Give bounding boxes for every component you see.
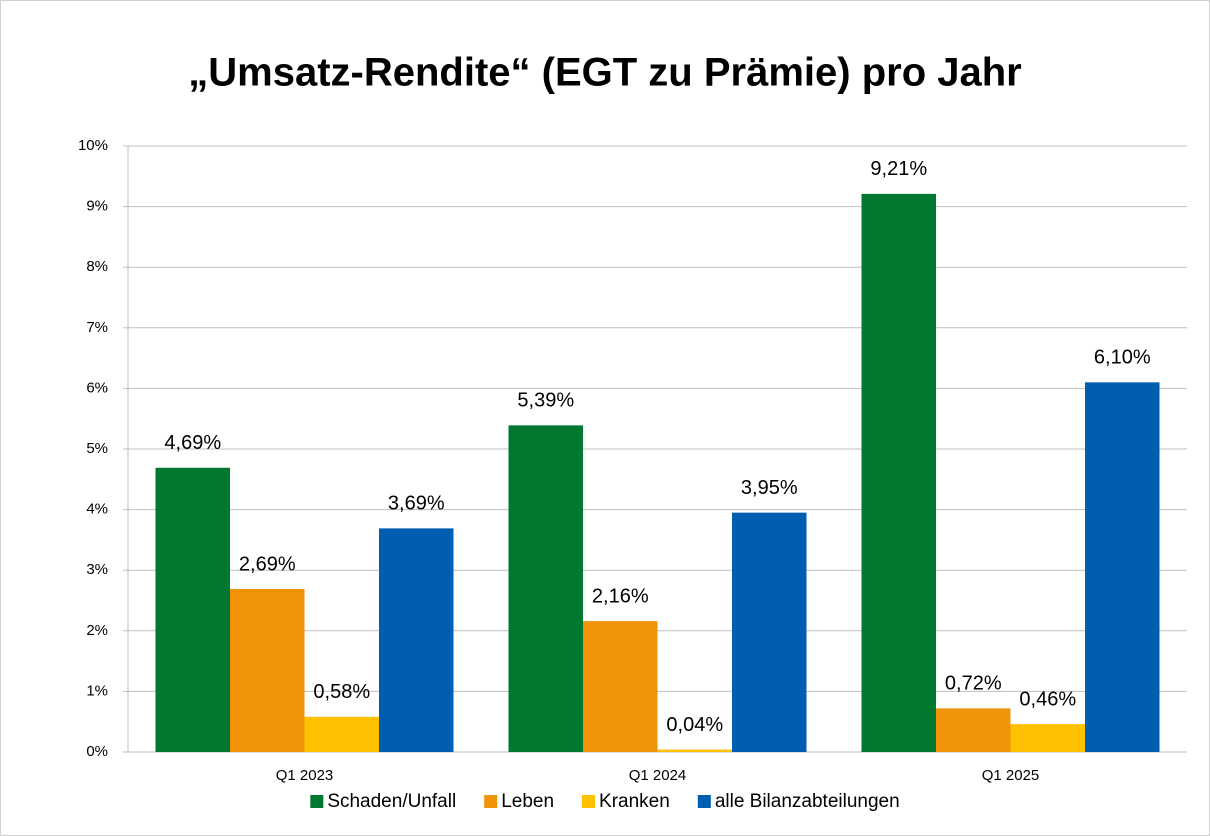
bar — [230, 588, 305, 752]
x-tick-label: Q1 2025 — [982, 767, 1040, 784]
bar — [304, 716, 379, 752]
y-tick-label: 1% — [86, 682, 108, 699]
chart-title: „Umsatz-Rendite“ (EGT zu Prämie) pro Jah… — [188, 51, 1021, 95]
bar — [1085, 382, 1160, 752]
y-tick-label: 7% — [86, 319, 108, 336]
legend-swatch — [310, 795, 324, 808]
value-label: 3,69% — [388, 493, 445, 515]
legend-swatch — [484, 795, 498, 808]
value-label: 2,16% — [592, 585, 649, 607]
bar — [861, 193, 936, 752]
y-tick-label: 8% — [86, 258, 108, 275]
legend-label: Kranken — [599, 791, 670, 812]
legend-label: Schaden/Unfall — [327, 791, 456, 812]
value-label: 0,72% — [945, 673, 1002, 695]
value-label: 0,58% — [313, 681, 370, 703]
legend-swatch — [582, 795, 596, 808]
y-tick-label: 4% — [86, 501, 108, 518]
value-label: 2,69% — [239, 553, 296, 575]
bar — [583, 621, 658, 752]
bar — [1010, 724, 1085, 752]
y-tick-label: 5% — [86, 440, 108, 457]
bar — [657, 749, 732, 752]
value-label: 0,46% — [1019, 688, 1076, 710]
value-label: 6,10% — [1094, 347, 1151, 369]
y-tick-label: 0% — [86, 743, 108, 760]
bar — [155, 467, 230, 752]
value-label: 0,04% — [666, 714, 723, 736]
y-tick-label: 2% — [86, 622, 108, 639]
bar — [732, 512, 807, 752]
bar — [936, 708, 1011, 752]
value-label: 5,39% — [517, 390, 574, 412]
legend-label: alle Bilanzabteilungen — [715, 791, 900, 812]
y-tick-label: 9% — [86, 198, 108, 215]
x-tick-label: Q1 2023 — [276, 767, 334, 784]
legend-label: Leben — [501, 791, 554, 812]
x-tick-label: Q1 2024 — [629, 767, 687, 784]
value-label: 9,21% — [870, 158, 927, 180]
value-label: 4,69% — [164, 432, 221, 454]
y-tick-label: 10% — [78, 137, 108, 154]
bar — [508, 425, 583, 752]
y-tick-label: 6% — [86, 379, 108, 396]
legend-swatch — [697, 795, 711, 808]
y-tick-label: 3% — [86, 561, 108, 578]
value-label: 3,95% — [741, 477, 798, 499]
bar — [379, 528, 454, 752]
